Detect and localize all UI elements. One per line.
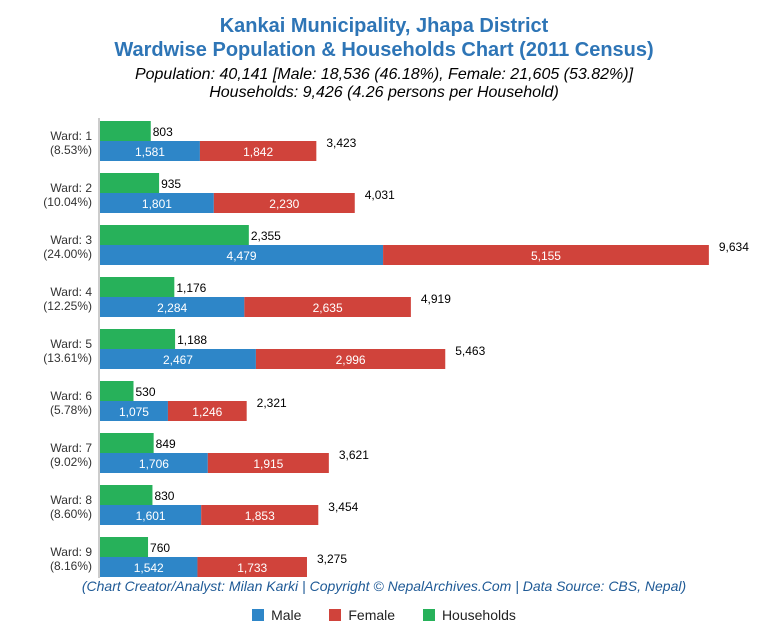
- category-percent-ward-4: (12.25%): [43, 299, 92, 313]
- legend-swatch-households: [422, 609, 435, 622]
- male-bar-ward-9: [100, 557, 198, 577]
- total-label-ward-6: 2,321: [257, 396, 287, 410]
- female-label-ward-7: 1,915: [253, 457, 283, 471]
- male-label-ward-2: 1,801: [142, 197, 172, 211]
- female-label-ward-6: 1,246: [192, 405, 222, 419]
- male-label-ward-4: 2,284: [157, 301, 187, 315]
- male-label-ward-7: 1,706: [139, 457, 169, 471]
- male-bar-ward-5: [100, 349, 256, 369]
- households-bar-ward-9: [100, 537, 149, 557]
- category-label-ward-1: Ward: 1: [50, 129, 92, 143]
- female-bar-ward-7: [207, 453, 329, 473]
- male-bar-ward-7: [100, 453, 208, 473]
- male-label-ward-6: 1,075: [119, 405, 149, 419]
- category-label-ward-3: Ward: 3: [50, 233, 92, 247]
- total-label-ward-7: 3,621: [339, 448, 369, 462]
- households-label-ward-4: 1,176: [176, 281, 206, 295]
- households-label-ward-8: 830: [154, 489, 174, 503]
- legend-swatch-male: [252, 609, 265, 622]
- total-label-ward-3: 9,634: [719, 240, 749, 254]
- female-bar-ward-8: [201, 505, 319, 525]
- female-bar-ward-6: [167, 401, 247, 421]
- category-percent-ward-6: (5.78%): [50, 403, 92, 417]
- total-label-ward-9: 3,275: [317, 552, 347, 566]
- total-label-ward-2: 4,031: [365, 188, 395, 202]
- category-percent-ward-9: (8.16%): [50, 559, 92, 573]
- chart-title-line2: Wardwise Population & Households Chart (…: [114, 39, 654, 61]
- households-bar-ward-1: [100, 121, 151, 141]
- legend-label-male: Male: [271, 607, 302, 623]
- households-bar-ward-8: [100, 485, 153, 505]
- legend-item-households[interactable]: Households: [422, 607, 516, 623]
- chart-bars: 803 1,581 1,842 3,423 Ward: 1(8.53%) 935 1,801…: [43, 121, 749, 577]
- households-bar-ward-4: [100, 277, 175, 297]
- category-label-ward-9: Ward: 9: [50, 545, 92, 559]
- category-label-ward-8: Ward: 8: [50, 493, 92, 507]
- male-label-ward-1: 1,581: [135, 145, 165, 159]
- female-bar-ward-3: [383, 245, 709, 265]
- category-percent-ward-7: (9.02%): [50, 455, 92, 469]
- chart-credit: (Chart Creator/Analyst: Milan Karki | Co…: [81, 578, 687, 594]
- category-label-ward-2: Ward: 2: [50, 181, 92, 195]
- total-label-ward-5: 5,463: [455, 344, 485, 358]
- female-label-ward-2: 2,230: [269, 197, 299, 211]
- female-bar-ward-5: [255, 349, 446, 369]
- category-percent-ward-1: (8.53%): [50, 143, 92, 157]
- male-bar-ward-3: [100, 245, 384, 265]
- female-label-ward-4: 2,635: [313, 301, 343, 315]
- households-bar-ward-5: [100, 329, 176, 349]
- households-label-ward-5: 1,188: [177, 333, 207, 347]
- male-label-ward-5: 2,467: [163, 353, 193, 367]
- households-bar-ward-2: [100, 173, 160, 193]
- total-label-ward-4: 4,919: [421, 292, 451, 306]
- legend-label-female: Female: [348, 607, 396, 623]
- legend-swatch-female: [329, 609, 342, 622]
- total-label-ward-1: 3,423: [326, 136, 356, 150]
- chart-legend: Male Female Households: [0, 606, 768, 623]
- chart-subtitle-line1: Population: 40,141 [Male: 18,536 (46.18%…: [134, 66, 634, 83]
- households-bar-ward-7: [100, 433, 154, 453]
- female-label-ward-3: 5,155: [531, 249, 561, 263]
- male-label-ward-3: 4,479: [227, 249, 257, 263]
- male-label-ward-9: 1,542: [134, 561, 164, 575]
- chart-title-line1: Kankai Municipality, Jhapa District: [219, 15, 549, 37]
- households-label-ward-6: 530: [135, 385, 155, 399]
- category-label-ward-5: Ward: 5: [50, 337, 92, 351]
- female-label-ward-8: 1,853: [245, 509, 275, 523]
- male-label-ward-8: 1,601: [136, 509, 166, 523]
- female-label-ward-1: 1,842: [243, 145, 273, 159]
- category-percent-ward-8: (8.60%): [50, 507, 92, 521]
- category-percent-ward-3: (24.00%): [43, 247, 92, 261]
- category-label-ward-6: Ward: 6: [50, 389, 92, 403]
- households-label-ward-7: 849: [156, 437, 176, 451]
- households-label-ward-3: 2,355: [251, 229, 281, 243]
- households-label-ward-1: 803: [153, 125, 173, 139]
- households-label-ward-2: 935: [161, 177, 181, 191]
- households-bar-ward-3: [100, 225, 249, 245]
- male-bar-ward-4: [100, 297, 245, 317]
- female-bar-ward-9: [197, 557, 307, 577]
- female-bar-ward-1: [199, 141, 317, 161]
- category-percent-ward-2: (10.04%): [43, 195, 92, 209]
- legend-item-male[interactable]: Male: [252, 607, 301, 623]
- chart-subtitle-line2: Households: 9,426 (4.26 persons per Hous…: [209, 84, 559, 101]
- male-bar-ward-6: [100, 401, 168, 421]
- female-label-ward-5: 2,996: [336, 353, 366, 367]
- male-bar-ward-2: [100, 193, 214, 213]
- category-label-ward-7: Ward: 7: [50, 441, 92, 455]
- households-bar-ward-6: [100, 381, 134, 401]
- legend-item-female[interactable]: Female: [329, 607, 395, 623]
- legend-label-households: Households: [441, 607, 516, 623]
- female-bar-ward-4: [244, 297, 411, 317]
- total-label-ward-8: 3,454: [328, 500, 358, 514]
- female-bar-ward-2: [213, 193, 355, 213]
- male-bar-ward-1: [100, 141, 200, 161]
- female-label-ward-9: 1,733: [237, 561, 267, 575]
- male-bar-ward-8: [100, 505, 202, 525]
- category-percent-ward-5: (13.61%): [43, 351, 92, 365]
- households-label-ward-9: 760: [150, 541, 170, 555]
- category-label-ward-4: Ward: 4: [50, 285, 92, 299]
